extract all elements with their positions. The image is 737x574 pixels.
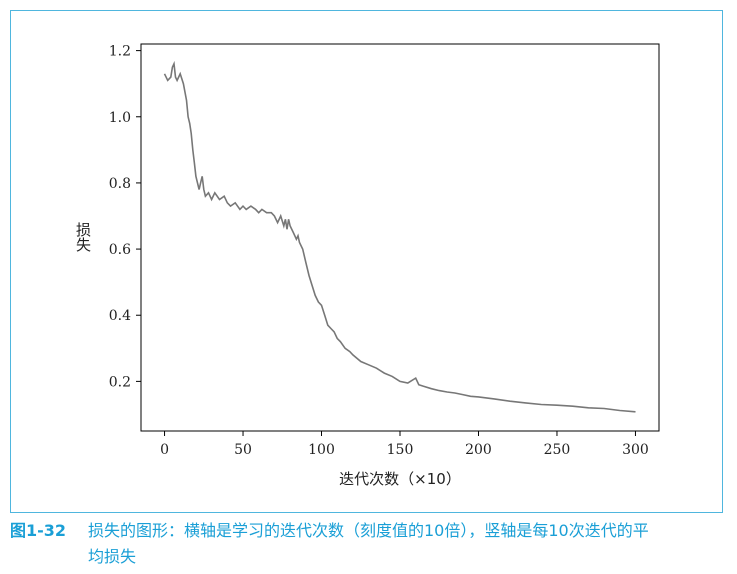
x-axis-label: 迭代次数（×10） [339,470,461,488]
y-axis-label: 损失 [74,222,92,252]
x-tick-label: 0 [160,442,169,458]
y-tick-label: 0.8 [109,176,131,192]
y-tick-label: 0.4 [109,308,131,324]
plot-area [140,43,660,432]
x-tick-label: 150 [387,442,414,458]
y-axis-ticks: 0.2 0.4 0.6 0.8 1.0 1.2 [109,44,141,390]
y-tick-label: 1.2 [109,44,131,60]
caption-text-line1: 损失的图形：横轴是学习的迭代次数（刻度值的10倍），竖轴是每10次迭代的平 [88,521,649,540]
x-tick-label: 250 [544,442,571,458]
x-axis-ticks: 0 50 100 150 200 250 300 [160,431,649,458]
x-tick-label: 300 [622,442,649,458]
x-tick-label: 100 [308,442,335,458]
x-tick-label: 200 [465,442,492,458]
loss-chart: 0 50 100 150 200 250 300 0.2 0.4 0.6 0.8 1.0 1.2 迭代… [74,43,660,488]
x-tick-label: 50 [234,442,252,458]
loss-line [163,60,636,413]
y-tick-label: 1.0 [109,110,131,126]
figure-number: 图1-32 [10,521,67,540]
caption-text-line2: 均损失 [88,547,137,566]
y-tick-label: 0.2 [109,374,131,390]
y-tick-label: 0.6 [109,242,131,258]
figure-frame: 0 50 100 150 200 250 300 0.2 0.4 0.6 0.8 1.0 1.2 迭代… [10,10,723,513]
figure-caption: 图1-32 损失的图形：横轴是学习的迭代次数（刻度值的10倍），竖轴是每10次迭代… [10,518,730,570]
